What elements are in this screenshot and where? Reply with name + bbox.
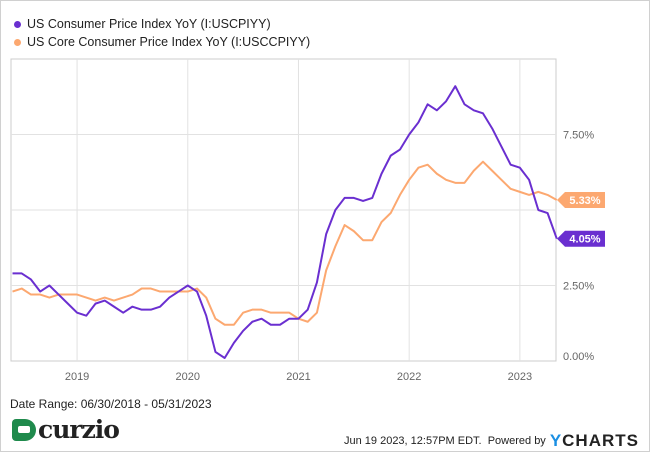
series-line-0 <box>12 85 558 359</box>
last-value-label: 4.05% <box>569 234 600 246</box>
last-value-flag-1: 5.33% <box>557 192 605 209</box>
last-value-label: 5.33% <box>569 195 600 207</box>
series-line-1 <box>12 160 558 326</box>
curzio-logo: curzio <box>12 415 120 444</box>
line-chart: 2019 2020 2021 2022 2023 0.00% 2.50% 7.50% 5.33%… <box>10 58 605 383</box>
footer: Jun 19 2023, 12:57PM EDT. Powered by YCH… <box>344 431 639 451</box>
legend-label-cpi: US Consumer Price Index YoY (I:USCPIYY) <box>27 17 271 31</box>
ycharts-y: Y <box>549 431 563 450</box>
x-tick-label: 2019 <box>65 371 89 383</box>
y-tick-label: 7.50% <box>563 130 594 142</box>
legend-dot-icon <box>14 38 21 46</box>
x-tick-label: 2023 <box>508 371 532 383</box>
legend-label-core-cpi: US Core Consumer Price Index YoY (I:USCC… <box>27 35 311 49</box>
x-tick-label: 2022 <box>397 371 421 383</box>
y-tick-label: 2.50% <box>563 281 594 293</box>
legend-dot-icon <box>14 20 21 28</box>
powered-by: Powered by <box>487 435 546 447</box>
ycharts-rest: CHARTS <box>562 431 639 450</box>
x-tick-label: 2021 <box>286 371 310 383</box>
legend-item-cpi[interactable]: US Consumer Price Index YoY (I:USCPIYY) <box>14 15 310 33</box>
legend-item-core-cpi[interactable]: US Core Consumer Price Index YoY (I:USCC… <box>14 33 310 51</box>
timestamp: Jun 19 2023, 12:57PM EDT. <box>344 435 482 447</box>
x-tick-label: 2020 <box>176 371 200 383</box>
curzio-logo-icon <box>12 418 36 441</box>
ycharts-logo[interactable]: YCHARTS <box>550 431 639 451</box>
y-tick-label: 0.00% <box>563 351 594 363</box>
last-value-flag-0: 4.05% <box>557 230 605 247</box>
legend: US Consumer Price Index YoY (I:USCPIYY) … <box>14 15 310 51</box>
logo-text: curzio <box>38 415 120 444</box>
date-range: Date Range: 06/30/2018 - 05/31/2023 <box>10 397 212 411</box>
